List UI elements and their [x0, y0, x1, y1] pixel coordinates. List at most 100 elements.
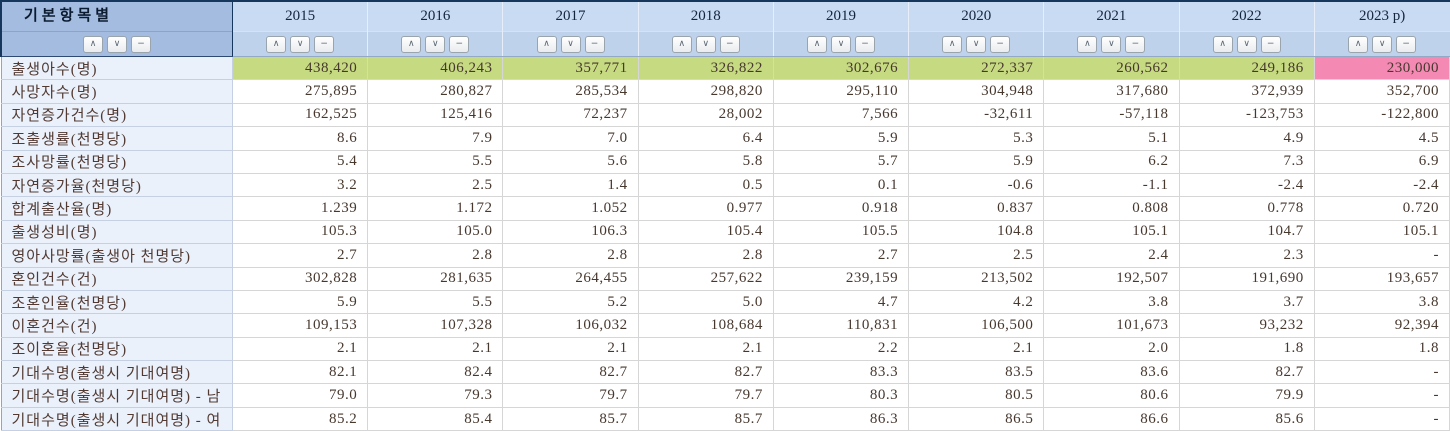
- data-cell: 2.5: [908, 243, 1045, 268]
- table-row: 기대수명(출생시 기대여명) - 여 85.2 85.4 85.7 85.7 86.3 8…: [0, 406, 1450, 431]
- year-label: 2015: [233, 2, 368, 32]
- remove-column-button[interactable]: −: [314, 35, 335, 53]
- data-cell: 2.3: [1178, 243, 1315, 268]
- sort-ascending-button[interactable]: ∧: [1212, 35, 1233, 53]
- remove-column-button[interactable]: −: [990, 35, 1011, 53]
- data-cell: 8.6: [231, 126, 369, 151]
- year-label: 2019: [773, 2, 909, 32]
- data-cell: 72,237: [502, 102, 639, 128]
- data-cell: 260,562: [1043, 55, 1180, 81]
- data-cell: 79.3: [367, 383, 504, 408]
- data-cell: 2.1: [502, 336, 639, 362]
- year-label: 2020: [909, 2, 1044, 32]
- data-cell: 2.7: [772, 243, 910, 268]
- sort-descending-button[interactable]: ∨: [1101, 35, 1122, 53]
- sort-ascending-button[interactable]: ∧: [83, 35, 103, 53]
- remove-column-button[interactable]: −: [854, 35, 875, 53]
- data-cell: 5.1: [1043, 126, 1180, 151]
- data-cell: 83.6: [1043, 360, 1180, 385]
- data-cell: -122,800: [1313, 102, 1450, 128]
- sort-ascending-button[interactable]: ∧: [266, 35, 287, 53]
- sort-descending-button[interactable]: ∨: [107, 35, 127, 53]
- sort-ascending-button[interactable]: ∧: [401, 35, 422, 53]
- table-row: 기대수명(출생시 기대여명) - 남 79.0 79.3 79.7 79.7 80.3 8…: [0, 383, 1450, 408]
- data-cell: -: [1313, 360, 1450, 385]
- data-cell: 92,394: [1313, 313, 1450, 338]
- sort-descending-button[interactable]: ∨: [695, 35, 716, 53]
- table-row: 합계출산율(명) 1.239 1.172 1.052 0.977 0.918 0.837 0…: [0, 196, 1450, 221]
- data-cell: 3.7: [1178, 289, 1315, 315]
- data-cell: 230,000: [1313, 55, 1450, 81]
- data-cell: 79.7: [637, 383, 774, 408]
- data-cell: 304,948: [908, 79, 1045, 104]
- year-column-header: 2015 ∧ ∨ −: [231, 0, 368, 57]
- row-label: 기대수명(출생시 기대여명) - 남: [0, 383, 233, 408]
- table-body: 출생아수(명) 438,420 406,243 357,771 326,822 302,…: [0, 55, 1450, 431]
- data-cell: 104.7: [1178, 219, 1315, 245]
- data-cell: 1.172: [367, 196, 504, 221]
- data-cell: 2.8: [367, 243, 504, 268]
- remove-column-button[interactable]: −: [584, 35, 605, 53]
- year-column-header: 2022 ∧ ∨ −: [1178, 0, 1315, 57]
- data-cell: 108,684: [637, 313, 774, 338]
- header-row: 기본항목별 ∧ ∨ − 2015 ∧ ∨ − 2016 ∧ ∨ − 2017 ∧…: [0, 0, 1450, 57]
- data-cell: 2.4: [1043, 243, 1180, 268]
- data-cell: 7,566: [772, 102, 910, 128]
- data-cell: 106.3: [502, 219, 639, 245]
- data-cell: 28,002: [637, 102, 774, 128]
- sort-ascending-button[interactable]: ∧: [1348, 35, 1369, 53]
- data-cell: -: [1313, 383, 1450, 408]
- data-cell: 7.9: [367, 126, 504, 151]
- row-label: 조사망률(천명당): [0, 149, 233, 174]
- data-cell: 82.4: [367, 360, 504, 385]
- data-cell: 257,622: [637, 266, 774, 291]
- data-cell: 2.1: [367, 336, 504, 362]
- data-cell: 285,534: [502, 79, 639, 104]
- sort-descending-button[interactable]: ∨: [425, 35, 446, 53]
- data-cell: 82.1: [231, 360, 369, 385]
- corner-title: 기본항목별: [2, 2, 232, 32]
- remove-column-button[interactable]: −: [1125, 35, 1146, 53]
- data-cell: 6.4: [637, 126, 774, 151]
- table-row: 이혼건수(건) 109,153 107,328 106,032 108,684 110,…: [0, 313, 1450, 338]
- data-cell: 193,657: [1313, 266, 1450, 291]
- year-label: 2018: [638, 2, 773, 32]
- data-cell: 79.9: [1178, 383, 1315, 408]
- data-cell: 213,502: [908, 266, 1045, 291]
- table-row: 출생아수(명) 438,420 406,243 357,771 326,822 302,…: [0, 55, 1450, 81]
- data-cell: 281,635: [367, 266, 504, 291]
- sort-ascending-button[interactable]: ∧: [942, 35, 963, 53]
- year-label: 2022: [1179, 2, 1314, 32]
- sort-descending-button[interactable]: ∨: [966, 35, 987, 53]
- sort-ascending-button[interactable]: ∧: [671, 35, 692, 53]
- table-row: 조이혼율(천명당) 2.1 2.1 2.1 2.1 2.2 2.1 2.0 1.8 1.8: [0, 336, 1450, 362]
- sort-descending-button[interactable]: ∨: [1372, 35, 1393, 53]
- row-label: 자연증가율(천명당): [0, 172, 233, 198]
- remove-column-button[interactable]: −: [449, 35, 470, 53]
- sort-descending-button[interactable]: ∨: [830, 35, 851, 53]
- sort-descending-button[interactable]: ∨: [560, 35, 581, 53]
- table-row: 조혼인율(천명당) 5.9 5.5 5.2 5.0 4.7 4.2 3.8 3.7 3.8: [0, 289, 1450, 315]
- sort-controls: ∧ ∨ −: [503, 32, 638, 56]
- remove-column-button[interactable]: −: [1260, 35, 1281, 53]
- data-cell: 80.6: [1043, 383, 1180, 408]
- data-cell: 372,939: [1178, 79, 1315, 104]
- sort-ascending-button[interactable]: ∧: [806, 35, 827, 53]
- data-cell: 104.8: [908, 219, 1045, 245]
- data-cell: 85.4: [367, 406, 504, 431]
- sort-descending-button[interactable]: ∨: [290, 35, 311, 53]
- data-cell: 110,831: [772, 313, 910, 338]
- data-cell: 295,110: [772, 79, 910, 104]
- data-cell: 80.3: [772, 383, 910, 408]
- sort-ascending-button[interactable]: ∧: [536, 35, 557, 53]
- data-cell: -: [1313, 406, 1450, 431]
- data-cell: -2.4: [1178, 172, 1315, 198]
- data-cell: 280,827: [367, 79, 504, 104]
- remove-column-button[interactable]: −: [131, 35, 151, 53]
- data-cell: 125,416: [367, 102, 504, 128]
- sort-descending-button[interactable]: ∨: [1236, 35, 1257, 53]
- remove-column-button[interactable]: −: [1396, 35, 1417, 53]
- remove-column-button[interactable]: −: [719, 35, 740, 53]
- sort-ascending-button[interactable]: ∧: [1077, 35, 1098, 53]
